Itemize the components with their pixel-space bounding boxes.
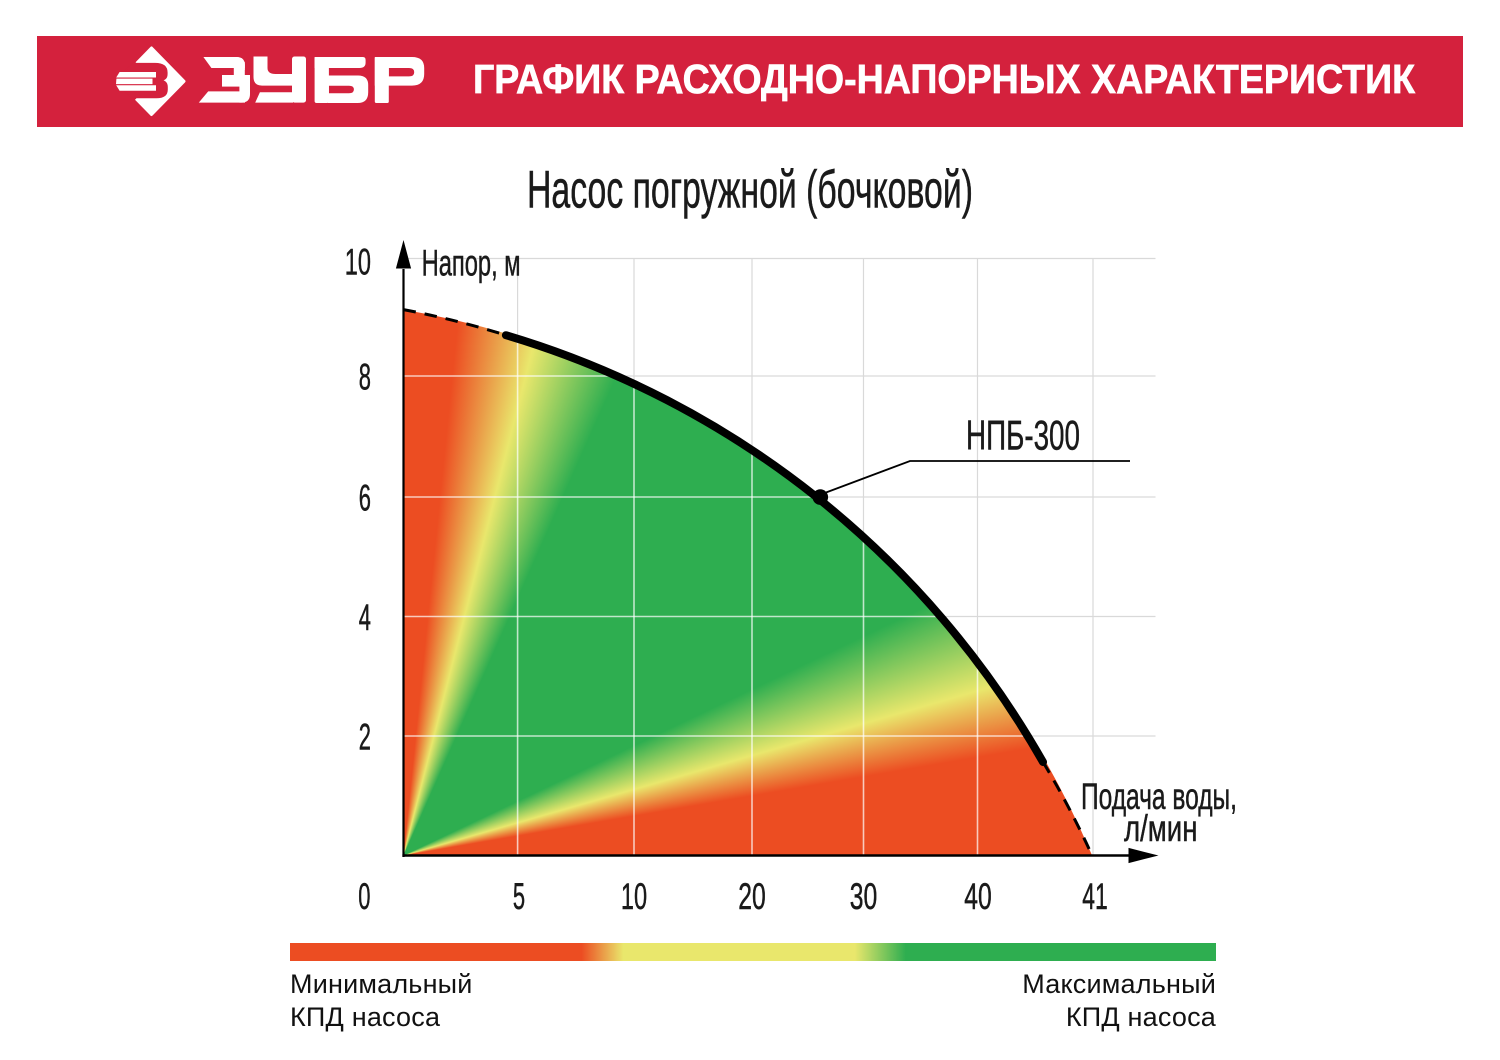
- svg-text:2: 2: [359, 716, 371, 758]
- svg-text:4: 4: [359, 596, 371, 638]
- svg-text:л/мин: л/мин: [1124, 808, 1198, 849]
- svg-text:0: 0: [358, 875, 370, 917]
- svg-text:5: 5: [513, 875, 525, 917]
- svg-text:30: 30: [850, 875, 878, 917]
- svg-text:Напор, м: Напор, м: [422, 242, 521, 284]
- svg-text:8: 8: [359, 356, 371, 398]
- svg-text:20: 20: [738, 875, 766, 917]
- svg-text:ГРАФИК РАСХОДНО-НАПОРНЫХ ХАРАК: ГРАФИК РАСХОДНО-НАПОРНЫХ ХАРАКТЕРИСТИК: [473, 56, 1416, 102]
- svg-text:НПБ-300: НПБ-300: [966, 412, 1080, 459]
- svg-text:10: 10: [621, 875, 647, 917]
- svg-text:Насос погружной (бочковой): Насос погружной (бочковой): [527, 161, 973, 220]
- svg-text:40: 40: [964, 875, 992, 917]
- svg-text:6: 6: [359, 477, 371, 519]
- svg-text:10: 10: [345, 241, 371, 283]
- svg-text:Подача воды,: Подача воды,: [1081, 776, 1237, 817]
- svg-text:41: 41: [1082, 875, 1108, 917]
